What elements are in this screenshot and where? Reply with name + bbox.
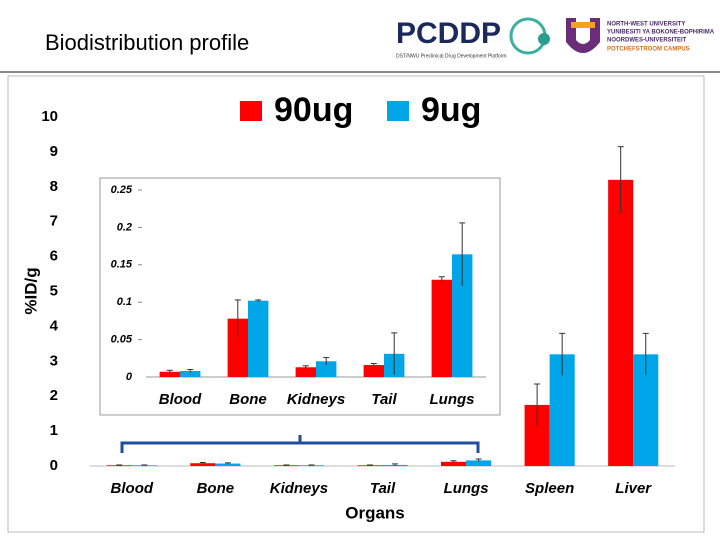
y-tick-label: 0.25 — [111, 184, 133, 196]
legend-label: 9ug — [421, 91, 481, 129]
x-tick-label: Kidneys — [270, 480, 328, 497]
bar — [441, 461, 467, 466]
chart-frame — [7, 75, 705, 533]
bar — [466, 460, 492, 466]
university-name: YUNIBESITI YA BOKONE-BOPHIRIMA — [607, 30, 715, 36]
y-tick-label: 5 — [50, 282, 58, 299]
legend-swatch — [387, 101, 409, 121]
y-tick-label: 2 — [50, 387, 58, 404]
y-tick-label: 6 — [50, 248, 58, 265]
bar — [159, 371, 180, 377]
y-tick-label: 0.05 — [111, 334, 133, 346]
x-tick-label: Tail — [371, 391, 397, 408]
y-tick-label: 9 — [50, 143, 58, 160]
y-tick-label: 0.1 — [117, 296, 132, 308]
y-tick-label: 0.2 — [117, 221, 132, 233]
zoom-bracket — [120, 435, 480, 453]
x-tick-label: Liver — [615, 480, 652, 497]
y-tick-label: 1 — [50, 422, 58, 439]
y-tick-label: 10 — [41, 108, 58, 125]
x-tick-label: Lungs — [444, 480, 489, 497]
legend-label: 90ug — [274, 91, 353, 129]
bar — [608, 179, 634, 466]
university-name: NORTH-WEST UNIVERSITY — [607, 22, 685, 28]
y-axis-label: %ID/g — [21, 267, 40, 314]
bar — [248, 300, 269, 377]
bar — [190, 463, 216, 466]
x-tick-label: Lungs — [430, 391, 475, 408]
bar — [431, 279, 452, 377]
y-tick-label: 4 — [50, 317, 59, 334]
x-tick-label: Spleen — [525, 480, 574, 497]
bar — [295, 367, 316, 377]
bar — [215, 463, 241, 466]
slide-title: Biodistribution profile — [45, 30, 249, 55]
y-tick-label: 0.15 — [111, 259, 133, 271]
y-tick-label: 7 — [50, 213, 58, 230]
university-name: NOORDWES-UNIVERSITEIT — [607, 38, 687, 44]
x-tick-label: Bone — [197, 480, 235, 497]
bar — [363, 365, 384, 377]
y-tick-label: 0 — [50, 457, 58, 474]
x-tick-label: Bone — [229, 391, 267, 408]
logo-subtext: DST/NWU Preclinical Drug Development Pla… — [396, 53, 507, 59]
legend-swatch — [240, 101, 262, 121]
y-tick-label: 8 — [50, 178, 58, 195]
x-tick-label: Kidneys — [287, 391, 345, 408]
logo-icon — [538, 33, 550, 45]
y-tick-label: 0 — [126, 371, 133, 383]
bar — [180, 371, 201, 377]
bar — [452, 254, 473, 377]
university-crest — [571, 22, 595, 28]
y-tick-label: 3 — [50, 352, 58, 369]
x-tick-label: Tail — [370, 480, 396, 497]
x-tick-label: Blood — [159, 391, 202, 408]
bar — [227, 318, 248, 377]
x-axis-label: Organs — [345, 503, 405, 522]
bar — [316, 361, 337, 377]
x-tick-label: Blood — [111, 480, 154, 497]
university-campus: POTCHEFSTROOM CAMPUS — [607, 47, 690, 53]
logo-text: PCDDP — [396, 17, 501, 50]
